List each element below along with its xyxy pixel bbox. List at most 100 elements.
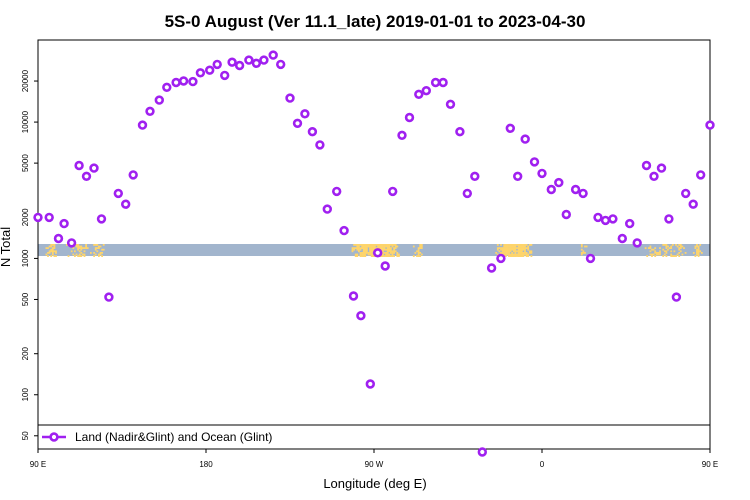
land-pixel bbox=[519, 245, 522, 248]
land-pixel bbox=[522, 245, 525, 248]
x-tick-label: 0 bbox=[540, 460, 545, 469]
land-pixel bbox=[378, 247, 381, 249]
land-pixel bbox=[396, 253, 399, 256]
land-pixel bbox=[696, 252, 698, 254]
land-pixel bbox=[530, 250, 533, 253]
land-pixel bbox=[369, 250, 371, 253]
land-pixel bbox=[369, 248, 371, 251]
land-pixel bbox=[520, 244, 523, 246]
land-pixel bbox=[102, 244, 105, 246]
land-pixel bbox=[659, 250, 661, 253]
land-pixel bbox=[77, 244, 79, 246]
land-pixel bbox=[385, 252, 387, 254]
land-pixel bbox=[580, 253, 583, 256]
land-pixel bbox=[48, 250, 51, 253]
land-pixel bbox=[374, 244, 376, 246]
data-point bbox=[380, 261, 390, 271]
land-pixel bbox=[644, 247, 647, 249]
land-pixel bbox=[697, 255, 700, 257]
data-point bbox=[205, 65, 215, 75]
land-pixel bbox=[694, 247, 697, 249]
land-pixel bbox=[390, 250, 392, 253]
land-pixel bbox=[382, 247, 384, 249]
data-point bbox=[285, 93, 295, 103]
land-pixel bbox=[362, 244, 365, 246]
data-point bbox=[705, 120, 715, 130]
land-pixel bbox=[393, 255, 395, 257]
land-pixel bbox=[662, 248, 665, 251]
land-pixel bbox=[417, 250, 420, 253]
data-point bbox=[96, 214, 107, 224]
data-point bbox=[438, 77, 448, 88]
land-pixel bbox=[382, 244, 384, 246]
land-pixel bbox=[584, 245, 586, 248]
data-point bbox=[546, 184, 556, 195]
land-pixel bbox=[646, 255, 649, 257]
land-pixel bbox=[580, 245, 583, 248]
land-pixel bbox=[696, 244, 698, 246]
land-pixel bbox=[501, 248, 504, 251]
land-pixel bbox=[506, 248, 509, 251]
land-pixel bbox=[517, 250, 520, 253]
land-pixel bbox=[678, 248, 681, 251]
land-pixel bbox=[681, 253, 684, 256]
land-pixel bbox=[678, 255, 681, 257]
land-pixel bbox=[83, 253, 86, 256]
data-point bbox=[397, 130, 407, 141]
land-pixel bbox=[385, 255, 387, 257]
data-point bbox=[268, 50, 278, 60]
land-pixel bbox=[665, 244, 668, 246]
land-pixel bbox=[503, 248, 506, 251]
land-pixel bbox=[503, 245, 506, 248]
land-pixel bbox=[367, 244, 370, 246]
land-pixel bbox=[524, 253, 526, 256]
data-point bbox=[212, 59, 222, 70]
land-pixel bbox=[359, 253, 362, 256]
land-pixel bbox=[668, 247, 671, 249]
land-pixel bbox=[359, 248, 362, 251]
land-pixel bbox=[356, 245, 359, 248]
data-point bbox=[608, 214, 618, 224]
land-pixel bbox=[678, 244, 681, 246]
land-pixel bbox=[53, 245, 56, 248]
land-pixel bbox=[364, 250, 367, 253]
land-pixel bbox=[654, 250, 657, 253]
land-pixel bbox=[98, 253, 100, 256]
land-pixel bbox=[504, 245, 507, 248]
land-pixel bbox=[361, 245, 363, 248]
land-pixel bbox=[667, 245, 669, 248]
land-pixel bbox=[506, 252, 509, 254]
data-point bbox=[120, 199, 131, 209]
land-pixel bbox=[358, 247, 360, 249]
land-pixel bbox=[506, 253, 509, 256]
land-pixel bbox=[390, 248, 392, 251]
land-pixel bbox=[94, 248, 97, 251]
land-pixel bbox=[517, 247, 520, 249]
data-point bbox=[44, 212, 54, 223]
land-pixel bbox=[679, 245, 682, 248]
land-pixel bbox=[393, 247, 395, 249]
data-point bbox=[570, 184, 581, 195]
land-pixel bbox=[361, 247, 363, 249]
data-point bbox=[624, 218, 635, 229]
land-pixel bbox=[667, 248, 669, 251]
land-pixel bbox=[663, 244, 666, 246]
land-pixel bbox=[511, 245, 514, 248]
land-pixel bbox=[511, 244, 514, 246]
land-pixel bbox=[364, 247, 367, 249]
land-pixel bbox=[99, 245, 102, 248]
land-pixel bbox=[385, 244, 387, 246]
land-pixel bbox=[527, 247, 530, 249]
land-pixel bbox=[697, 252, 700, 254]
land-pixel bbox=[66, 244, 68, 246]
land-pixel bbox=[48, 252, 51, 254]
land-pixel bbox=[390, 255, 392, 257]
land-pixel bbox=[676, 253, 679, 256]
land-pixel bbox=[679, 247, 682, 249]
land-pixel bbox=[652, 248, 655, 251]
land-pixel bbox=[390, 252, 392, 254]
land-pixel bbox=[356, 247, 359, 249]
land-pixel bbox=[53, 247, 56, 249]
land-pixel bbox=[388, 255, 391, 257]
y-tick-label: 500 bbox=[21, 292, 30, 306]
